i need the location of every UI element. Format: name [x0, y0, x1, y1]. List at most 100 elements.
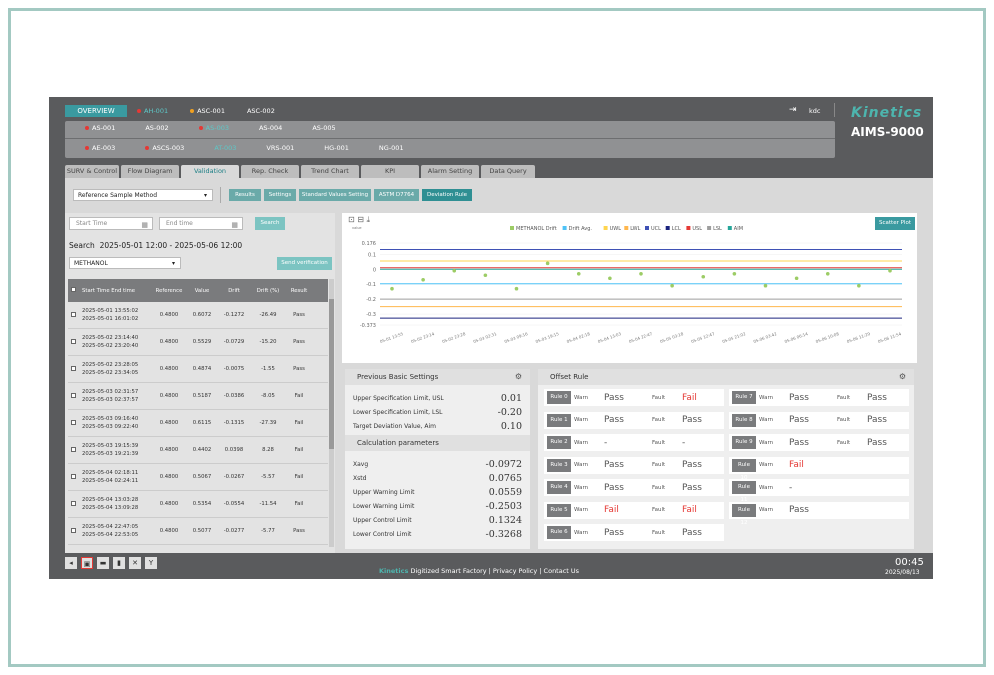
row-checkbox[interactable] [70, 419, 76, 425]
logout-icon[interactable]: ⇥ [789, 105, 797, 115]
x-tick-label: 05-03 19:15 [535, 331, 560, 344]
tab-trend-chart[interactable]: Trend Chart [301, 165, 359, 178]
cell-drift: -0.0267 [223, 474, 245, 480]
tab-flow-diagram[interactable]: Flow Diagram [121, 165, 179, 178]
legend-swatch [562, 226, 567, 230]
end-time-input[interactable]: End time ▦ [159, 217, 243, 230]
row-checkbox[interactable] [70, 338, 76, 344]
table-row[interactable]: 2025-05-02 23:28:05 2025-05-02 23:34:05 0.… [68, 356, 328, 383]
toolbar-button-deviation-rule[interactable]: Deviation Rule [422, 189, 472, 201]
gear-icon[interactable]: ⚙ [514, 372, 522, 381]
tab-kpi[interactable]: KPI [361, 165, 419, 178]
rule-label: Rule 10 [732, 458, 756, 481]
search-button[interactable]: Search [255, 217, 285, 230]
fault-status: Pass [682, 415, 702, 425]
table-row[interactable]: 2025-05-03 19:15:39 2025-05-03 19:21:39 0.… [68, 437, 328, 464]
row-checkbox[interactable] [70, 500, 76, 506]
tab-data-query[interactable]: Data Query [481, 165, 535, 178]
select-all-checkbox[interactable] [70, 287, 76, 292]
station-asc-001[interactable]: ASC-001 [190, 107, 225, 115]
table-row[interactable]: 2025-05-04 13:03:28 2025-05-04 13:09:28 0.… [68, 491, 328, 518]
legend-entry: UCL [651, 226, 661, 232]
data-point [608, 276, 612, 281]
station-as-003[interactable]: AS-003 [198, 124, 229, 132]
cell-val: 0.5077 [192, 528, 212, 534]
x-tick-label: 05-03 02:31 [473, 331, 498, 344]
table-row[interactable]: 2025-05-03 09:16:40 2025-05-03 09:22:40 0.… [68, 410, 328, 437]
row-checkbox[interactable] [70, 473, 76, 479]
station-ae-003[interactable]: AE-003 [85, 144, 115, 152]
send-verification-button[interactable]: Send verification [277, 257, 332, 270]
warn-status: Pass [604, 482, 624, 493]
cell-ref: 0.4800 [159, 528, 179, 534]
tab-validation[interactable]: Validation [181, 165, 239, 178]
calendar-icon[interactable]: ▦ [231, 221, 238, 229]
station-as-005[interactable]: AS-005 [312, 124, 336, 132]
shield-icon[interactable]: Y [145, 557, 157, 569]
param-value: -0.20 [497, 406, 522, 418]
folder-icon[interactable]: ▬ [97, 557, 109, 569]
station-ah-001[interactable]: AH-001 [137, 107, 168, 115]
toolbar-button-standard-values-setting[interactable]: Standard Values Setting [299, 189, 371, 201]
legend-swatch [665, 226, 670, 230]
station-hg-001[interactable]: HG-001 [324, 144, 349, 152]
component-select[interactable]: METHANOL ▾ [69, 257, 181, 269]
method-select[interactable]: Reference Sample Method ▾ [73, 189, 213, 201]
data-point [421, 277, 425, 282]
gear-icon[interactable]: ⚙ [898, 372, 906, 381]
toolbar-button-settings[interactable]: Settings [264, 189, 296, 201]
tab-rep-check[interactable]: Rep. Check [241, 165, 299, 178]
rule-row: Rule 7 Warn Pass Fault Pass [729, 389, 909, 406]
data-point [390, 286, 394, 291]
warn-label: Warn [574, 394, 589, 401]
station-as-004[interactable]: AS-004 [258, 124, 283, 132]
scatter-plot-button[interactable]: Scatter Plot [875, 217, 915, 230]
row-checkbox[interactable] [70, 446, 76, 452]
overview-button[interactable]: OVERVIEW [65, 105, 127, 117]
cell-ref: 0.4800 [159, 501, 179, 507]
row-checkbox[interactable] [70, 392, 76, 398]
toolbar-button-results[interactable]: Results [229, 189, 261, 201]
table-row[interactable]: 2025-05-04 02:18:11 2025-05-04 02:24:11 0.… [68, 464, 328, 491]
cell-drift: -0.1272 [223, 312, 245, 318]
table-row[interactable]: 2025-05-03 02:31:57 2025-05-03 02:37:57 0.… [68, 383, 328, 410]
row-time: 2025-05-04 13:03:28 2025-05-04 13:09:28 [82, 497, 139, 511]
row-checkbox[interactable] [70, 365, 76, 371]
station-as-001[interactable]: AS-001 [85, 124, 115, 132]
toolbar-button-astm-d7764[interactable]: ASTM D7764 [374, 189, 419, 201]
warn-label: Warn [759, 462, 774, 468]
station-asc-002[interactable]: ASC-002 [246, 107, 275, 115]
station-ascs-003[interactable]: ASCS-003 [145, 144, 184, 152]
table-row[interactable]: 2025-05-02 23:14:40 2025-05-02 23:20:40 0.… [68, 329, 328, 356]
cell-pct: -15.20 [259, 339, 277, 345]
x-tick-label: 05-06 10:08 [815, 331, 840, 344]
fault-label: Fault [652, 439, 666, 446]
start-time-input[interactable]: Start Time ▦ [69, 217, 153, 230]
row-checkbox[interactable] [70, 527, 76, 533]
station-ng-001[interactable]: NG-001 [378, 144, 404, 152]
cell-drift: -0.0554 [223, 501, 245, 507]
tab-alarm-setting[interactable]: Alarm Setting [421, 165, 479, 178]
station-as-002[interactable]: AS-002 [145, 124, 169, 132]
station-at-003[interactable]: AT-003 [214, 144, 237, 152]
table-scrollbar[interactable] [329, 279, 334, 547]
tab-surv-control[interactable]: SURV & Control [65, 165, 119, 178]
param-row: Lower Warning Limit -0.2503 [345, 499, 530, 513]
calendar-icon[interactable]: ▦ [141, 221, 148, 229]
file-icon[interactable]: ▮ [113, 557, 125, 569]
column-header: Drift (%) [256, 287, 280, 294]
row-checkbox[interactable] [70, 311, 76, 317]
station-vrs-001[interactable]: VRS-001 [266, 144, 295, 152]
cell-res: Pass [293, 366, 305, 372]
tools-icon[interactable]: ✕ [129, 557, 141, 569]
x-tick-label: 05-04 02:18 [566, 331, 591, 344]
cell-pct: -27.39 [259, 420, 277, 426]
mute-icon[interactable]: ◂ [65, 557, 77, 569]
table-row[interactable]: 2025-05-04 22:47:05 2025-05-04 22:53:05 0.… [68, 518, 328, 545]
fault-status: Pass [682, 482, 702, 493]
x-tick-label: 05-02 23:28 [441, 331, 466, 344]
table-row[interactable]: 2025-05-01 13:55:02 2025-05-01 16:01:02 0.… [68, 302, 328, 329]
alarm-icon[interactable]: ▣ [81, 557, 93, 569]
x-tick-label: 05-06 11:29 [846, 331, 871, 344]
warn-status: Pass [789, 437, 809, 448]
